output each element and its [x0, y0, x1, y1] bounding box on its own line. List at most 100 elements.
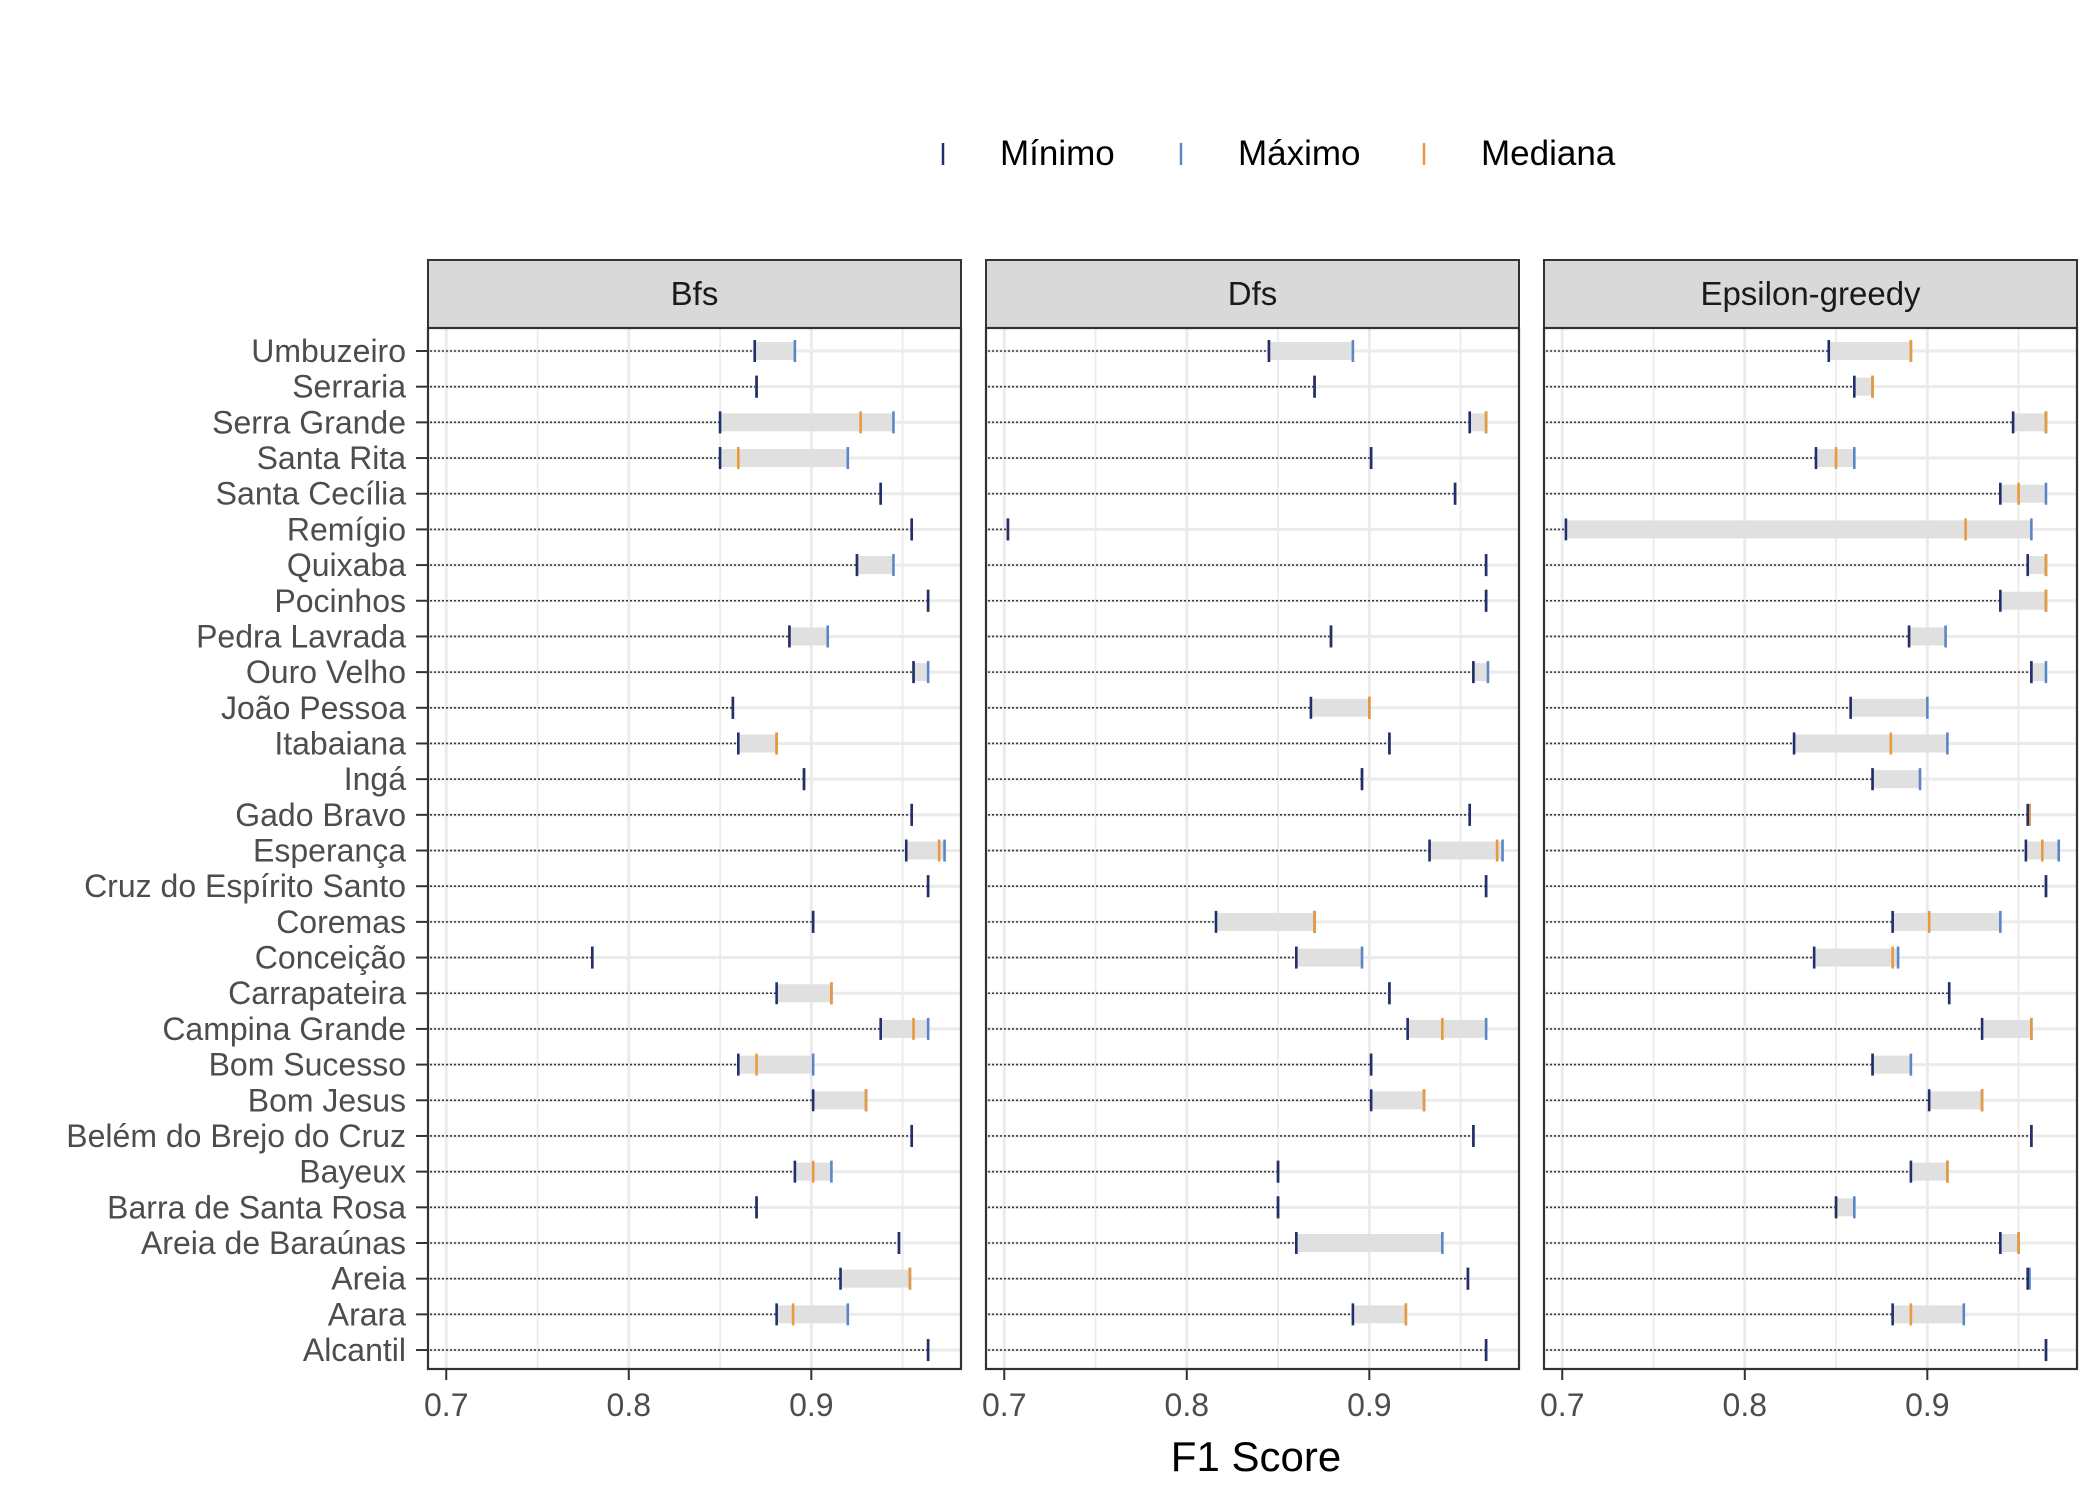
- range-bar: [1296, 1234, 1443, 1252]
- range-bar: [754, 342, 795, 360]
- row-santa-rita: [988, 447, 1373, 470]
- row-bayeux: [988, 1160, 1280, 1183]
- range-bar: [1565, 520, 2032, 539]
- y-tick-label-itabaiana: Itabaiana: [274, 725, 406, 761]
- range-bar: [1473, 663, 1488, 682]
- row-joao-pessoa: [1546, 696, 1929, 719]
- row-bayeux: [430, 1160, 833, 1183]
- range-bar: [1982, 1019, 2032, 1038]
- range-bar: [2031, 663, 2046, 682]
- range-bar: [720, 449, 848, 468]
- range-bar: [880, 1019, 929, 1038]
- row-gado-bravo: [430, 803, 914, 826]
- row-umbuzeiro: [430, 340, 797, 362]
- range-bar: [1794, 734, 1948, 753]
- row-coremas: [988, 910, 1316, 933]
- row-belem-do-brejo-do-cruz: [988, 1124, 1475, 1147]
- row-umbuzeiro: [988, 340, 1355, 362]
- row-cruz-do-espirito-santo: [1546, 875, 2048, 898]
- row-coremas: [1546, 910, 2002, 933]
- range-bar: [1296, 948, 1363, 967]
- row-conceicao: [988, 946, 1364, 969]
- x-tick-label: 0.8: [1723, 1387, 1767, 1423]
- y-tick-label-pedra-lavrada: Pedra Lavrada: [196, 618, 406, 654]
- range-bar: [1828, 342, 1911, 360]
- row-arara: [988, 1303, 1408, 1326]
- row-remigio: [430, 518, 914, 541]
- row-santa-rita: [1546, 447, 1856, 470]
- row-remigio: [1546, 518, 2033, 541]
- legend-label-max: Máximo: [1238, 134, 1361, 173]
- row-belem-do-brejo-do-cruz: [430, 1124, 914, 1147]
- y-tick-label-quixaba: Quixaba: [287, 547, 406, 583]
- row-remigio: [988, 518, 1010, 541]
- y-tick-label-bom-jesus: Bom Jesus: [248, 1082, 406, 1118]
- range-bar: [1836, 1198, 1855, 1217]
- x-tick-label: 0.9: [1905, 1387, 1949, 1423]
- row-alcantil: [430, 1339, 930, 1362]
- row-quixaba: [1546, 554, 2048, 577]
- row-pocinhos: [988, 589, 1488, 612]
- row-inga: [988, 768, 1364, 791]
- panel-dfs: Dfs 0.7 0.8 0.9: [982, 259, 1521, 1423]
- range-bar: [2013, 413, 2046, 432]
- row-bom-sucesso: [430, 1053, 815, 1076]
- row-areia: [988, 1267, 1470, 1290]
- x-tick-label: 0.9: [789, 1387, 833, 1423]
- range-bar: [1371, 1091, 1425, 1110]
- y-tick-label-areia: Areia: [331, 1261, 406, 1297]
- range-bar: [1429, 841, 1503, 860]
- y-tick-label-pocinhos: Pocinhos: [274, 583, 406, 619]
- row-carrapateira: [430, 982, 833, 1005]
- row-quixaba: [430, 554, 895, 577]
- row-belem-do-brejo-do-cruz: [1546, 1124, 2033, 1147]
- range-bar: [1215, 912, 1315, 931]
- row-quixaba: [988, 554, 1488, 577]
- range-bar: [776, 1305, 848, 1324]
- panel-border: [1542, 326, 2079, 1371]
- range-bar: [1872, 770, 1921, 789]
- row-esperanca: [430, 839, 946, 862]
- strip-label: Dfs: [1228, 275, 1278, 312]
- y-tick-label-areia-de-baraunas: Areia de Baraúnas: [141, 1225, 406, 1261]
- row-santa-rita: [430, 447, 850, 470]
- range-bar: [1909, 627, 1946, 646]
- row-serra-grande: [1546, 411, 2048, 434]
- range-bar: [2000, 484, 2046, 503]
- row-serraria: [1546, 375, 1874, 398]
- row-ouro-velho: [988, 661, 1490, 684]
- row-inga: [1546, 768, 1922, 791]
- row-coremas: [430, 910, 815, 933]
- plot-background: [428, 328, 961, 1369]
- row-itabaiana: [430, 732, 778, 755]
- row-ouro-velho: [430, 661, 930, 684]
- row-esperanca: [988, 839, 1504, 862]
- strip-dfs: [985, 259, 1520, 329]
- y-tick-label-remigio: Remígio: [287, 511, 406, 547]
- range-bar: [906, 841, 945, 860]
- row-alcantil: [1546, 1339, 2048, 1362]
- y-tick-label-esperanca: Esperança: [253, 833, 406, 869]
- panel-border: [984, 326, 1521, 1371]
- row-arara: [1546, 1303, 1966, 1326]
- strip-bfs: [427, 259, 962, 329]
- row-pedra-lavrada: [988, 625, 1333, 648]
- y-tick-label-barra-de-santa-rosa: Barra de Santa Rosa: [107, 1189, 406, 1225]
- row-joao-pessoa: [430, 696, 735, 719]
- y-tick-label-conceicao: Conceição: [255, 940, 406, 976]
- row-serraria: [988, 375, 1316, 398]
- row-pocinhos: [430, 589, 930, 612]
- range-bar: [1892, 912, 2001, 931]
- row-pedra-lavrada: [1546, 625, 1947, 648]
- strip-epsilon-greedy: [1543, 259, 2078, 329]
- row-carrapateira: [1546, 982, 1951, 1005]
- row-inga: [430, 768, 806, 791]
- range-bar: [2000, 1234, 2019, 1252]
- row-gado-bravo: [1546, 803, 2031, 826]
- row-bayeux: [1546, 1160, 1949, 1183]
- range-bar: [913, 663, 929, 682]
- y-tick-label-umbuzeiro: Umbuzeiro: [251, 333, 406, 369]
- row-itabaiana: [1546, 732, 1949, 755]
- x-tick-label: 0.9: [1347, 1387, 1391, 1423]
